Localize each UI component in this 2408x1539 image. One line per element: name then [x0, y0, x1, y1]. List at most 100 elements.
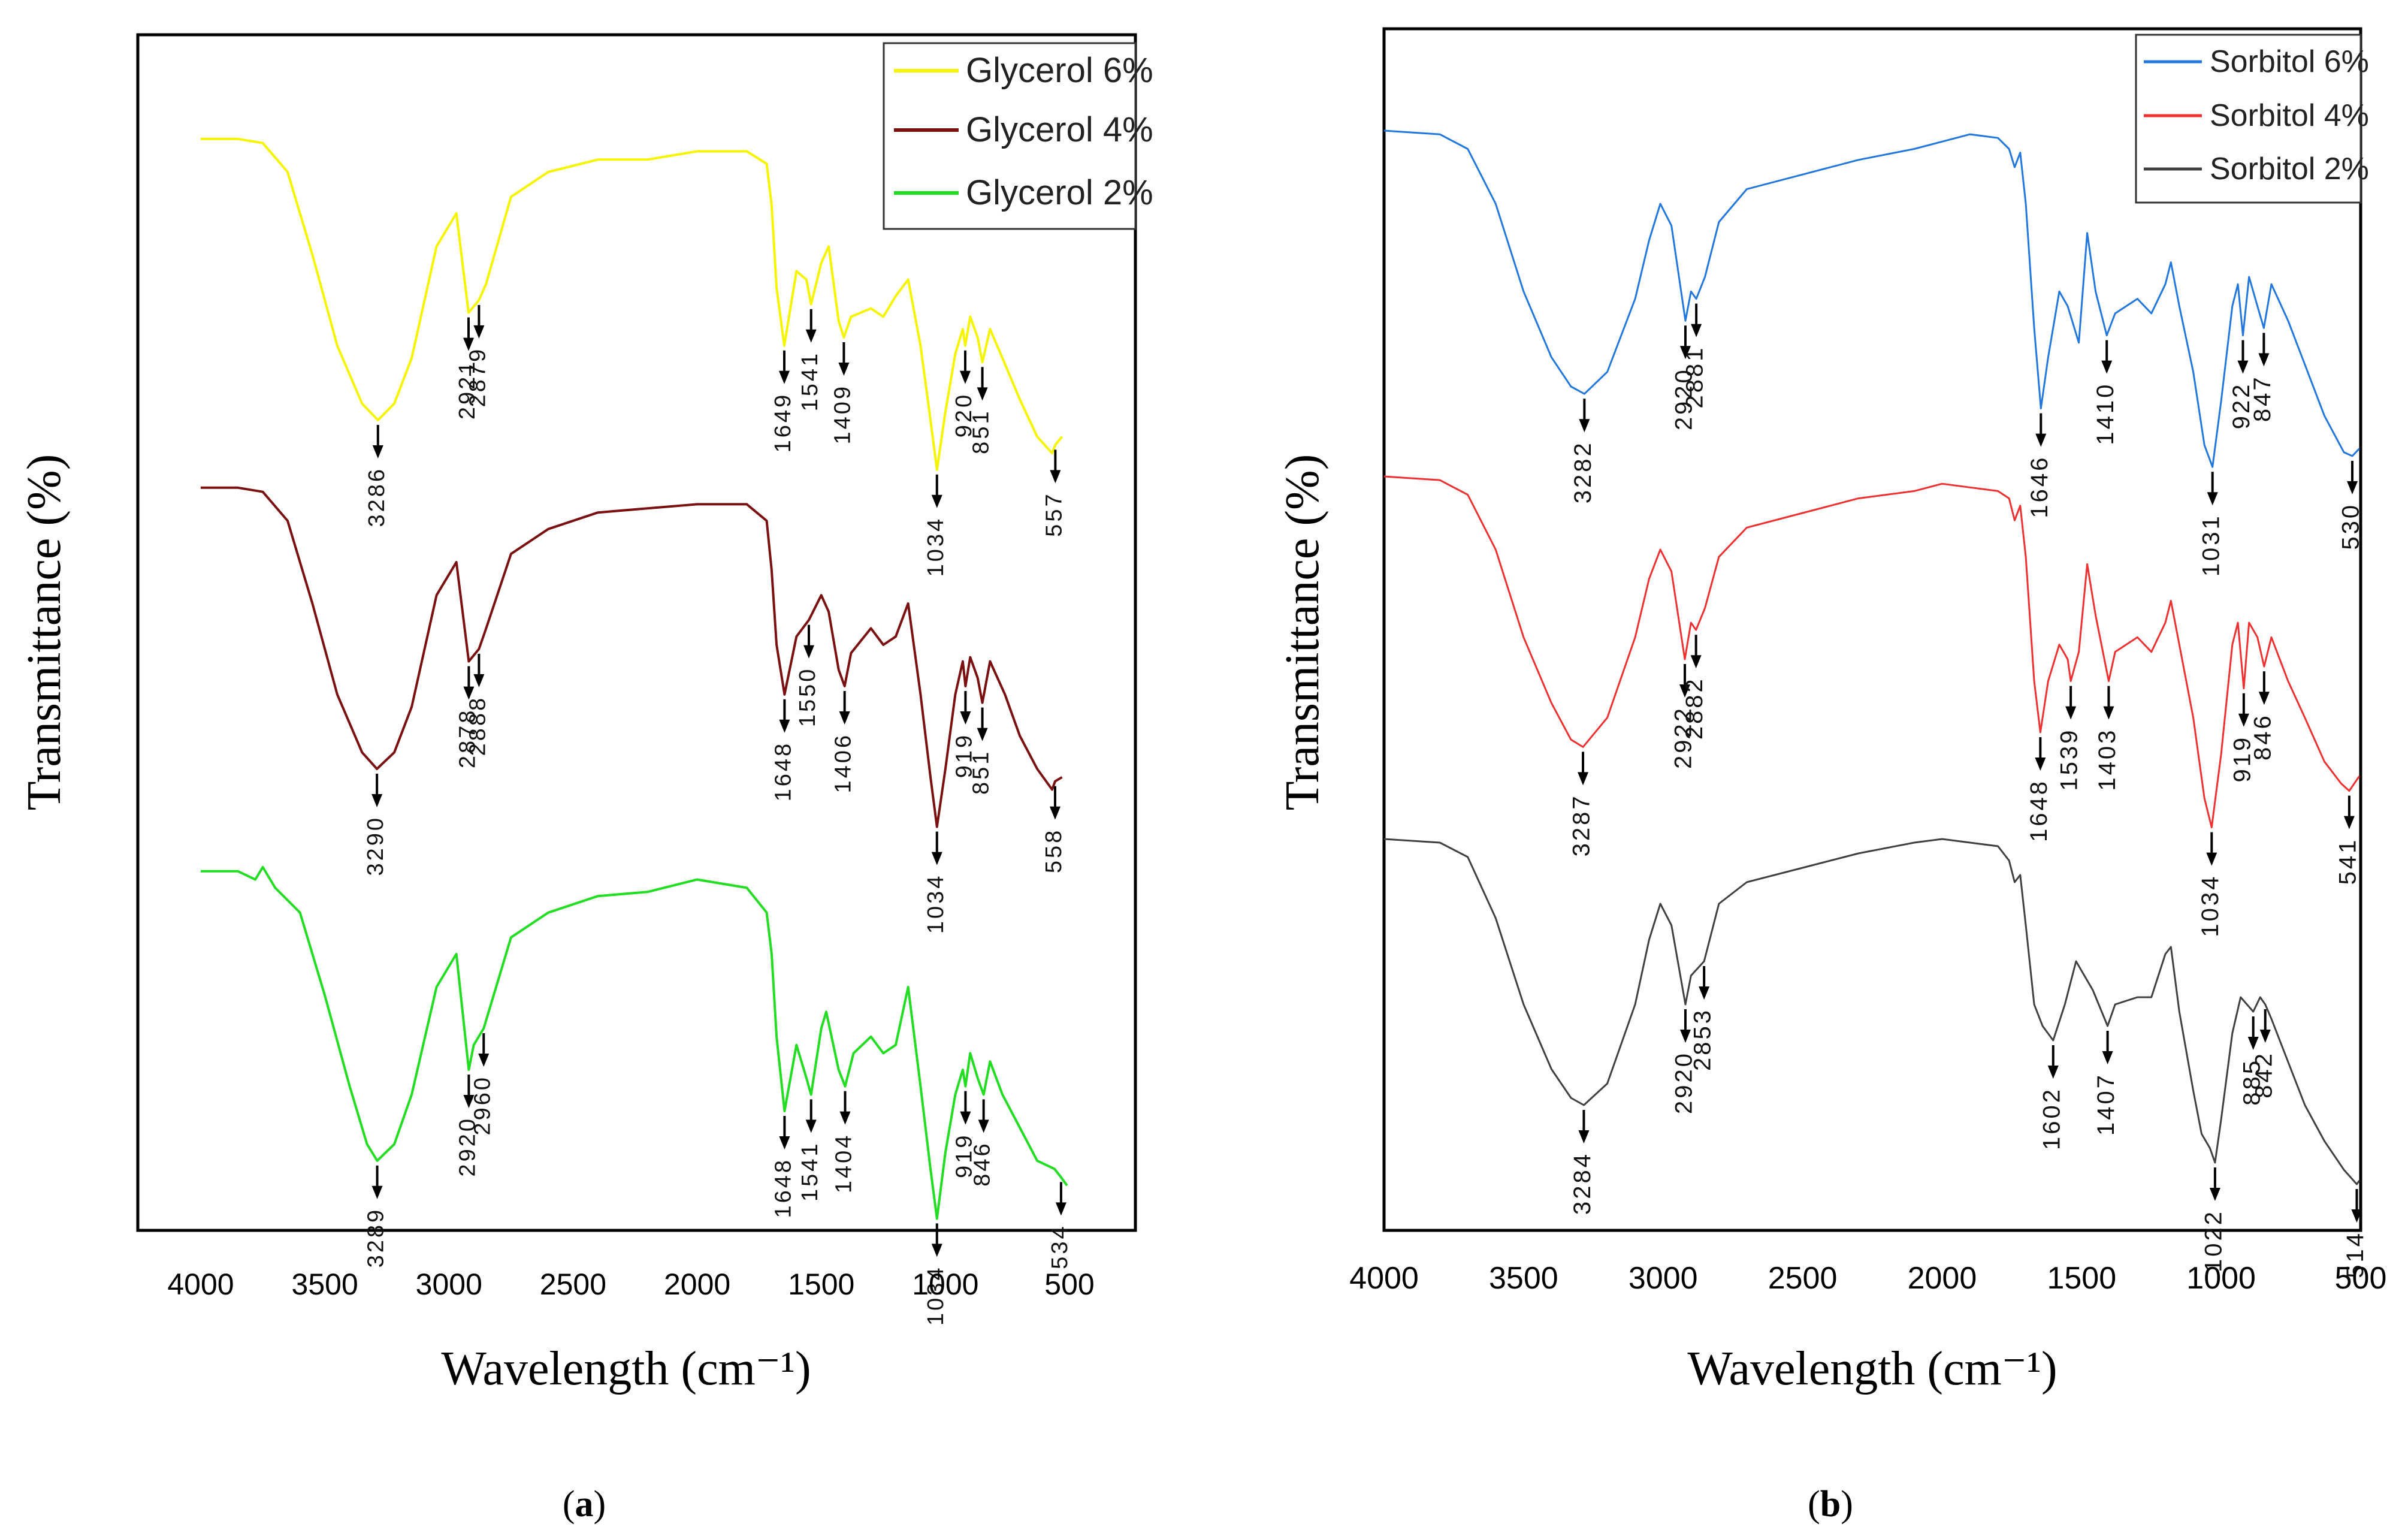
peak-label-b1-6: 1034	[2197, 874, 2223, 937]
spectrum-line-b0	[1383, 129, 2360, 468]
peak-arrowhead-a0-4	[805, 329, 817, 343]
peak-label-a1-2: 2888	[465, 696, 490, 756]
panel-a-label: (a)	[563, 1484, 606, 1525]
peak-arrowhead-b1-5	[2103, 706, 2114, 720]
peak-label-b2-1: 2920	[1671, 1051, 1697, 1114]
peak-label-b1-0: 3287	[1569, 793, 1595, 856]
peak-label-b1-5: 1403	[2094, 728, 2120, 791]
panel-a-x-axis-label: Wavelength (cm⁻¹)	[441, 1342, 811, 1395]
peak-label-b0-4: 1410	[2092, 382, 2119, 445]
panel-b-x-tick-labels: 4000 3500 3000 2500 2000 1500 1000 500	[1349, 1261, 2386, 1296]
x-tick-a7: 500	[1044, 1268, 1094, 1301]
peak-arrowhead-a2-2	[478, 1054, 490, 1067]
peak-arrowhead-a2-7	[960, 1111, 971, 1125]
peak-label-b1-8: 846	[2249, 713, 2276, 761]
peak-arrowhead-a1-7	[960, 711, 971, 725]
x-tick-a4: 2000	[664, 1268, 730, 1301]
legend-a-box	[883, 42, 1137, 230]
panel-a-y-axis-label: Transmittance (%)	[18, 454, 71, 811]
peak-label-b0-7: 847	[2249, 375, 2276, 422]
peak-label-a0-8: 851	[969, 409, 994, 454]
peak-arrowhead-a1-1	[463, 686, 475, 700]
peak-arrowhead-b2-8	[2351, 1209, 2362, 1223]
peak-label-b0-6: 922	[2228, 382, 2255, 430]
peak-label-a1-5: 1406	[831, 733, 856, 793]
x-tick-b5: 1500	[2047, 1261, 2116, 1296]
spectrum-line-b1	[1383, 475, 2360, 829]
peak-arrowhead-a1-0	[371, 794, 383, 807]
peak-label-a2-2: 2960	[470, 1075, 495, 1136]
peak-label-b1-1: 2922	[1670, 706, 1697, 769]
panel-a-legend: Glycerol 6% Glycerol 4% Glycerol 2%	[883, 42, 1153, 230]
peak-label-b2-7: 842	[2250, 1051, 2277, 1099]
legend-a-label-0: Glycerol 6%	[966, 51, 1153, 90]
peak-arrowhead-a2-3	[779, 1136, 790, 1149]
peak-arrowhead-a2-9	[1055, 1202, 1066, 1216]
peak-arrowhead-b0-6	[2237, 360, 2249, 374]
peak-label-a1-6: 1034	[923, 874, 948, 934]
spectrum-line-a0	[201, 137, 1063, 471]
peak-label-b1-3: 1648	[2026, 779, 2052, 842]
x-tick-b4: 2000	[1908, 1261, 1977, 1296]
peak-label-a1-0: 3290	[363, 816, 388, 876]
legend-b-label-0: Sorbitol 6%	[2210, 44, 2369, 79]
panel-a-frame	[136, 33, 1137, 1232]
peak-arrowhead-a2-6	[931, 1244, 942, 1257]
peak-label-b0-1: 2920	[1671, 367, 1697, 430]
peak-arrowhead-b2-2	[1699, 986, 1710, 1000]
peak-label-a0-0: 3286	[364, 467, 389, 527]
peak-label-a2-0: 3289	[364, 1208, 389, 1268]
spectrum-line-a2	[201, 865, 1068, 1220]
peak-label-a2-9: 534	[1047, 1224, 1072, 1269]
peak-label-b2-0: 3284	[1569, 1152, 1596, 1215]
peak-label-a1-8: 851	[969, 750, 994, 795]
panel-b-curves	[1383, 129, 2360, 1185]
panel-b-peak-markers: 3282292028811646141010319228475303287292…	[1569, 303, 2368, 1278]
peak-label-a1-3: 1648	[771, 741, 796, 802]
peak-arrowhead-a2-1	[463, 1095, 475, 1108]
peak-label-a1-7: 919	[951, 733, 977, 778]
x-tick-a5: 1500	[788, 1268, 854, 1301]
peak-arrowhead-b2-0	[1578, 1130, 1590, 1143]
panel-a-x-tick-labels: 4000 3500 3000 2500 2000 1500 1000 500	[167, 1268, 1094, 1301]
panel-b-letter: b	[1820, 1484, 1841, 1525]
peak-label-b0-5: 1031	[2198, 514, 2224, 577]
peak-arrowhead-b0-0	[1579, 419, 1590, 433]
x-tick-a2: 3000	[416, 1268, 482, 1301]
x-tick-b3: 2500	[1768, 1261, 1838, 1296]
peak-arrowhead-a2-4	[805, 1119, 817, 1133]
peak-arrowhead-b1-2	[1690, 655, 1702, 669]
x-tick-b7: 500	[2335, 1261, 2387, 1296]
peak-label-a0-4: 1541	[797, 351, 823, 412]
peak-label-b1-4: 1539	[2056, 728, 2083, 791]
peak-label-a2-1: 2920	[455, 1116, 480, 1177]
panel-b-x-axis-label: Wavelength (cm⁻¹)	[1687, 1342, 2057, 1395]
peak-label-a2-8: 846	[970, 1141, 995, 1186]
peak-arrowhead-a1-4	[803, 645, 814, 659]
x-tick-a3: 2500	[540, 1268, 606, 1301]
peak-label-b2-4: 1407	[2093, 1073, 2119, 1136]
panel-b-legend: Sorbitol 6% Sorbitol 4% Sorbitol 2%	[2135, 34, 2369, 204]
peak-arrowhead-a1-3	[779, 719, 790, 733]
spectrum-line-a1	[201, 486, 1063, 828]
panel-a-curves	[201, 137, 1068, 1220]
peak-arrowhead-a0-6	[931, 494, 942, 508]
peak-label-b2-3: 1602	[2038, 1087, 2065, 1150]
x-tick-b2: 3000	[1629, 1261, 1698, 1296]
peak-label-a2-5: 1404	[832, 1133, 857, 1194]
peak-label-a0-3: 1649	[771, 393, 796, 453]
panel-a: 3286292128791649154114091034920851557329…	[18, 33, 1153, 1525]
peak-arrowhead-a2-8	[978, 1119, 989, 1133]
peak-arrowhead-a2-5	[839, 1111, 851, 1125]
x-tick-b1: 3500	[1489, 1261, 1558, 1296]
panel-a-peak-markers: 3286292128791649154114091034920851557329…	[363, 304, 1072, 1326]
peak-label-a2-3: 1648	[771, 1158, 796, 1218]
peak-label-a2-4: 1541	[797, 1141, 823, 1202]
peak-arrowhead-b1-9	[2343, 816, 2355, 829]
peak-arrowhead-a1-9	[1049, 806, 1061, 820]
peak-arrowhead-a1-6	[931, 852, 942, 865]
peak-arrowhead-a0-5	[838, 363, 850, 376]
peak-label-a0-9: 557	[1041, 491, 1066, 536]
legend-b-label-2: Sorbitol 2%	[2210, 152, 2369, 186]
